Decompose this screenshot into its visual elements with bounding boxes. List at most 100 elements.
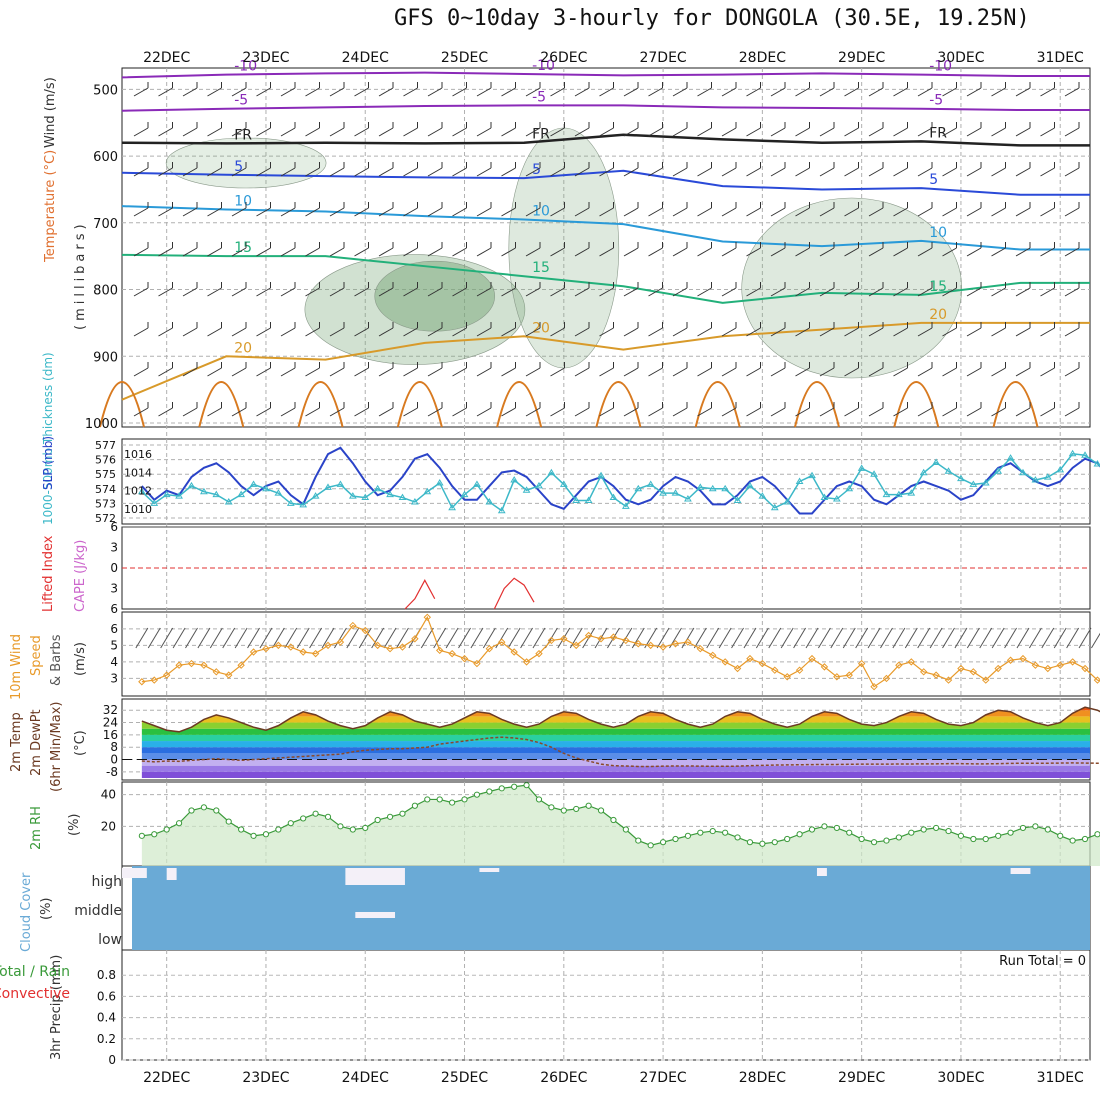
wind-barb (599, 247, 614, 257)
pressure-tick: 600 (93, 150, 118, 165)
cape-label: CAPE (J/kg) (73, 540, 88, 612)
wind-barb (1040, 127, 1055, 137)
thickness-point (857, 464, 866, 471)
left-axis-titles: RH (%) Temperature (°C) Wind (m/s) (mill… (9, 77, 88, 1060)
wind-barb (917, 87, 933, 97)
rh-point (796, 831, 803, 838)
millibars-label: (millibars) (73, 220, 88, 330)
wind10-point (969, 668, 978, 676)
temp-band (141, 710, 1090, 717)
wind10-point (597, 635, 605, 643)
date-tick-top: 28DEC (739, 50, 786, 66)
wind-barb (378, 327, 394, 337)
wind10-point (696, 644, 705, 653)
rh-point (908, 829, 915, 836)
wind-barb (476, 207, 492, 217)
wind-barb (207, 247, 222, 257)
wind-barb (329, 407, 345, 417)
thickness-point (944, 467, 953, 474)
wind-barb (525, 207, 541, 217)
wind-barb (991, 287, 1006, 297)
speed-label: Speed (29, 635, 44, 676)
rh-point (548, 804, 555, 811)
wind-barb (1064, 207, 1080, 217)
rh-point (883, 837, 890, 844)
cloud-gap (166, 868, 177, 880)
temp-contour-25 (396, 381, 443, 428)
wind10-point (336, 638, 345, 646)
rh-point (374, 816, 381, 824)
wind-barb (893, 367, 908, 377)
wind-barb (672, 247, 688, 257)
wind10-point (373, 641, 382, 650)
wind-barb (158, 327, 173, 337)
rh-point (287, 820, 294, 827)
rh-point (858, 835, 865, 843)
wind-barb (648, 407, 663, 417)
thickness-point (584, 496, 593, 503)
wind10-barb (284, 627, 298, 649)
rh-point (610, 816, 617, 824)
wind-barb (868, 207, 884, 217)
cloud-layer-labels: high middle low (74, 874, 122, 948)
thickness-point (919, 468, 928, 476)
thickness-point (212, 490, 221, 498)
wind-barb (452, 87, 467, 97)
wind-barb (966, 367, 982, 377)
wind-barb (1064, 367, 1080, 377)
rh-point (1081, 835, 1089, 843)
wind-barb (501, 367, 516, 377)
thickness-point (299, 500, 308, 508)
wind-barb (378, 87, 394, 97)
slp-line (141, 446, 1100, 515)
rh-point (784, 835, 791, 843)
thickness-point (175, 492, 183, 499)
lifted-index-line (404, 579, 436, 610)
thickness-point (646, 480, 655, 487)
lifted-tick: 6 (110, 602, 118, 616)
contour-label: 10 (234, 193, 252, 209)
wind-barb (746, 367, 761, 377)
wind-barb (354, 287, 369, 297)
wind-barb (917, 407, 933, 417)
thickness-point (386, 490, 394, 498)
wind-tick: 6 (110, 622, 118, 636)
wind10-barb (358, 627, 372, 649)
wind10-barb (185, 627, 198, 649)
wind-barb (476, 407, 492, 417)
wind-barb (452, 127, 467, 137)
rh-point (659, 839, 667, 846)
wind-barb (893, 247, 908, 257)
wind-barb (231, 327, 247, 337)
wind-barb (452, 367, 467, 377)
temperature-contour (121, 133, 1090, 147)
wind-barb (746, 127, 761, 137)
cloud-cover-label: Cloud Cover (19, 872, 34, 952)
rh-point (1094, 831, 1100, 838)
wind10-barb (172, 627, 186, 649)
wind-barb (746, 247, 761, 257)
thickness-tick: 575 (95, 468, 116, 481)
contour-label: FR (929, 125, 947, 141)
wind-barb (672, 207, 688, 217)
wind-barb (158, 407, 173, 417)
wind-barb (1040, 407, 1055, 417)
wind-barb (672, 287, 688, 297)
wind-barb (574, 407, 590, 417)
contour-label: 15 (929, 279, 947, 295)
date-tick-top: 22DEC (143, 50, 190, 66)
wind-barb (868, 247, 884, 257)
wind10-point (1006, 656, 1015, 664)
wind-barb (966, 87, 982, 97)
wind-barb (599, 327, 614, 337)
wind-barb (525, 87, 541, 97)
rh2m-label: 2m RH (29, 806, 44, 850)
wind10-barb (209, 627, 223, 649)
wind-barb (1040, 207, 1055, 217)
wind10-barb (830, 627, 844, 649)
temp-tick: 8 (110, 740, 118, 754)
wind-barb (305, 407, 320, 417)
wind-barb (305, 367, 320, 377)
wind-barb (133, 247, 149, 257)
wind10-barb (607, 627, 620, 649)
